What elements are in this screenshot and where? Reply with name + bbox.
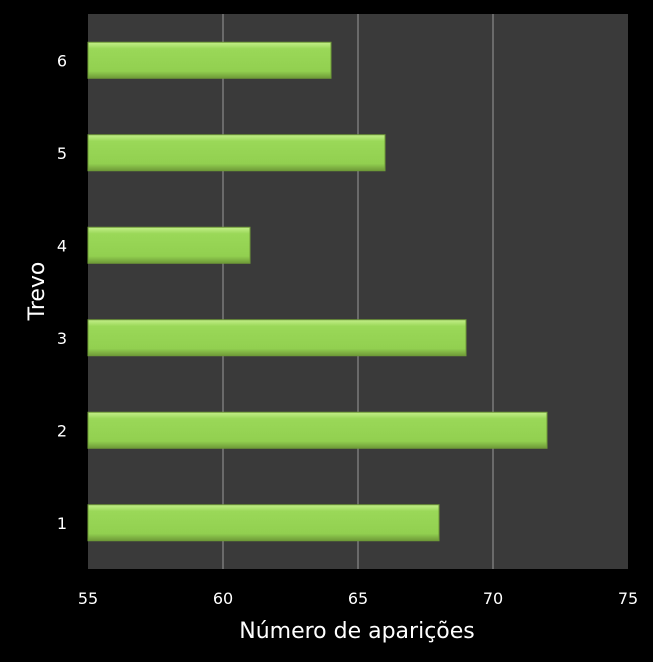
bar-3	[87, 319, 467, 357]
y-tick-label: 4	[57, 236, 67, 255]
x-tick-labels: 55 60 65 70 75	[78, 589, 638, 608]
bar-1	[87, 504, 440, 542]
bar-4	[87, 226, 251, 264]
bar-5	[87, 134, 386, 172]
x-tick-label: 75	[618, 589, 638, 608]
x-tick-label: 60	[213, 589, 233, 608]
bar-6	[87, 41, 332, 79]
y-tick-label: 6	[57, 51, 67, 70]
y-tick-labels: 1 2 3 4 5 6	[57, 51, 67, 533]
y-axis-title: Trevo	[25, 262, 50, 322]
x-axis-title: Número de aparições	[239, 619, 475, 644]
x-tick-label: 65	[348, 589, 368, 608]
y-tick-label: 1	[57, 514, 67, 533]
y-tick-label: 3	[57, 329, 67, 348]
x-tick-label: 70	[483, 589, 503, 608]
gridlines	[222, 14, 494, 569]
y-tick-label: 5	[57, 144, 67, 163]
bar-2	[87, 411, 548, 449]
x-tick-label: 55	[78, 589, 98, 608]
y-tick-label: 2	[57, 421, 67, 440]
bars	[87, 41, 548, 542]
